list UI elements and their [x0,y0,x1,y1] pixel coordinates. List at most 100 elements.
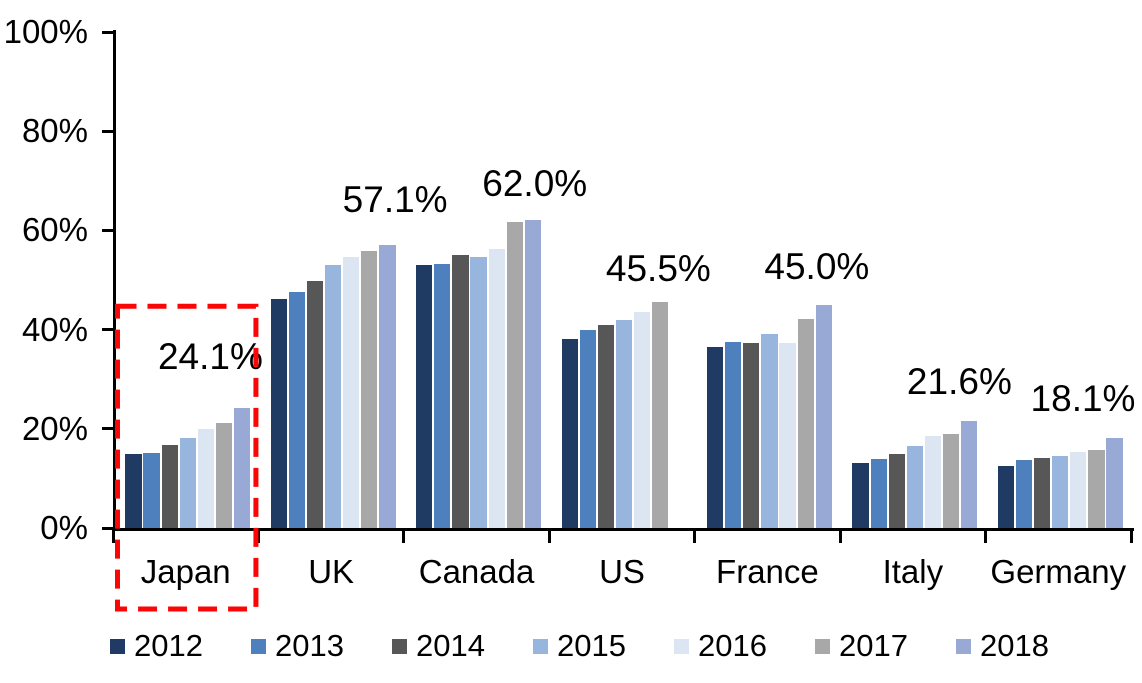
legend-label-2012: 2012 [134,628,203,663]
legend-swatch-2014 [392,638,407,654]
bar-canada-2018 [524,220,541,528]
data-label-uk: 57.1% [342,178,448,220]
legend-label-2015: 2015 [557,628,626,663]
legend-label-2017: 2017 [839,628,908,663]
bar-uk-2015 [325,265,342,528]
bar-italy-2013 [870,458,887,528]
y-axis-tick-label: 40% [21,310,88,348]
x-tick [402,528,406,543]
bar-japan-2017 [215,423,232,528]
y-axis-tick-label: 60% [21,211,88,249]
y-tick [102,228,114,232]
legend-label-2016: 2016 [698,628,767,663]
legend-item-2016: 2016 [674,629,815,663]
legend-label-2013: 2013 [275,628,344,663]
legend-item-2018: 2018 [956,629,1097,663]
bar-us-2014 [597,324,614,528]
x-tick [984,528,988,543]
data-label-us: 45.5% [605,248,711,290]
category-label-japan: Japan [140,553,231,590]
bar-germany-2016 [1070,452,1087,528]
bar-uk-2018 [379,244,396,528]
bar-germany-2012 [997,466,1015,528]
category-label-us: US [599,553,645,590]
x-tick [693,528,697,543]
bar-canada-2017 [506,222,523,528]
bar-canada-2012 [416,265,433,528]
legend-swatch-2015 [533,638,548,654]
bar-france-2016 [779,343,796,528]
data-label-germany: 18.1% [1030,378,1136,420]
category-label-canada: Canada [418,553,535,590]
legend-swatch-2016 [674,638,689,654]
bar-germany-2015 [1052,456,1069,528]
bar-uk-2014 [306,280,324,528]
bar-us-2016 [634,312,651,528]
y-tick [102,526,114,530]
category-label-italy: Italy [882,553,944,590]
y-tick [102,129,114,133]
bar-us-2013 [579,329,596,528]
bar-france-2015 [761,333,778,528]
x-tick [838,528,842,543]
y-axis-tick-label: 20% [21,409,88,447]
bar-japan-2014 [161,445,178,528]
legend-item-2014: 2014 [392,629,533,663]
bar-uk-2013 [288,291,306,528]
legend-swatch-2018 [956,638,971,654]
bar-germany-2018 [1106,438,1123,528]
y-axis [113,30,116,531]
y-axis-tick-label: 0% [40,509,88,546]
bar-france-2012 [707,346,724,528]
bar-italy-2014 [888,453,905,528]
y-tick [102,30,114,34]
bar-italy-2012 [852,462,869,528]
y-axis-tick-label: 80% [21,112,88,150]
bar-japan-2018 [233,408,251,528]
bar-japan-2012 [125,453,142,528]
bar-canada-2016 [488,249,505,528]
x-tick [256,528,260,543]
data-label-canada: 62.0% [482,163,588,205]
bar-japan-2015 [179,438,196,528]
bar-france-2013 [725,342,742,528]
y-axis-tick-label: 100% [3,13,88,50]
legend-swatch-2012 [110,638,125,654]
legend-item-2015: 2015 [533,629,674,663]
bar-france-2018 [815,304,832,528]
legend-item-2012: 2012 [110,629,251,663]
bar-us-2017 [652,302,669,528]
bar-canada-2013 [434,264,451,528]
bar-italy-2016 [924,435,942,528]
x-tick [547,528,551,543]
bar-germany-2017 [1088,450,1105,528]
category-label-france: France [716,553,819,590]
bar-japan-2016 [197,428,214,528]
legend-swatch-2013 [251,638,266,654]
x-tick [111,528,115,543]
bar-us-2015 [615,319,633,528]
legend-swatch-2017 [815,638,830,654]
data-label-japan: 24.1% [157,336,263,378]
bar-italy-2015 [906,445,923,528]
bar-germany-2013 [1015,459,1033,528]
x-tick [1129,528,1133,543]
legend-label-2018: 2018 [980,628,1049,663]
legend-item-2017: 2017 [815,629,956,663]
category-label-germany: Germany [990,553,1127,590]
x-axis [113,528,1134,531]
legend-label-2014: 2014 [416,628,485,663]
bar-japan-2013 [143,452,160,528]
bar-us-2012 [561,338,578,528]
bar-canada-2015 [470,257,487,528]
bar-uk-2017 [361,251,378,528]
bar-uk-2016 [343,256,360,528]
bar-italy-2017 [942,433,960,528]
bar-germany-2014 [1034,458,1051,528]
category-label-uk: UK [308,553,355,590]
y-tick [102,328,114,332]
legend-item-2013: 2013 [251,629,392,663]
y-tick [102,427,114,431]
bar-france-2014 [743,342,760,528]
